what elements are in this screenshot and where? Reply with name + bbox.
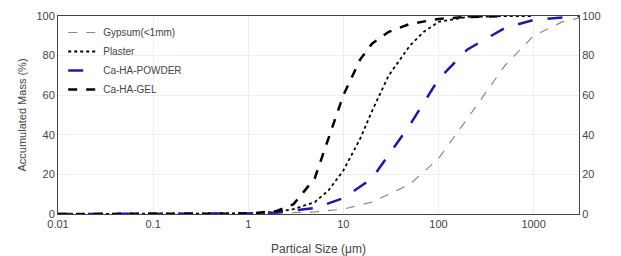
- svg-text:0: 0: [49, 208, 55, 220]
- svg-text:80: 80: [582, 49, 594, 61]
- svg-text:Ca-HA-GEL: Ca-HA-GEL: [103, 84, 157, 95]
- svg-text:80: 80: [43, 49, 55, 61]
- svg-text:20: 20: [582, 168, 594, 180]
- svg-text:100: 100: [582, 10, 600, 22]
- svg-text:20: 20: [43, 168, 55, 180]
- svg-text:40: 40: [43, 129, 55, 141]
- svg-text:60: 60: [43, 89, 55, 101]
- svg-text:1: 1: [245, 218, 251, 230]
- svg-text:0.1: 0.1: [145, 218, 160, 230]
- svg-text:100: 100: [429, 218, 447, 230]
- svg-text:Ca-HA-POWDER: Ca-HA-POWDER: [103, 65, 181, 76]
- svg-text:Accumulated Mass (%): Accumulated Mass (%): [16, 58, 28, 171]
- svg-text:Partical Size (μm): Partical Size (μm): [271, 242, 366, 256]
- svg-text:Gypsum(<1mm): Gypsum(<1mm): [103, 27, 175, 38]
- svg-text:Plaster: Plaster: [103, 46, 135, 57]
- svg-text:1000: 1000: [521, 218, 545, 230]
- svg-text:0: 0: [582, 208, 588, 220]
- svg-text:40: 40: [582, 129, 594, 141]
- svg-text:0.01: 0.01: [47, 218, 68, 230]
- svg-text:10: 10: [337, 218, 349, 230]
- svg-text:60: 60: [582, 89, 594, 101]
- svg-text:100: 100: [36, 10, 54, 22]
